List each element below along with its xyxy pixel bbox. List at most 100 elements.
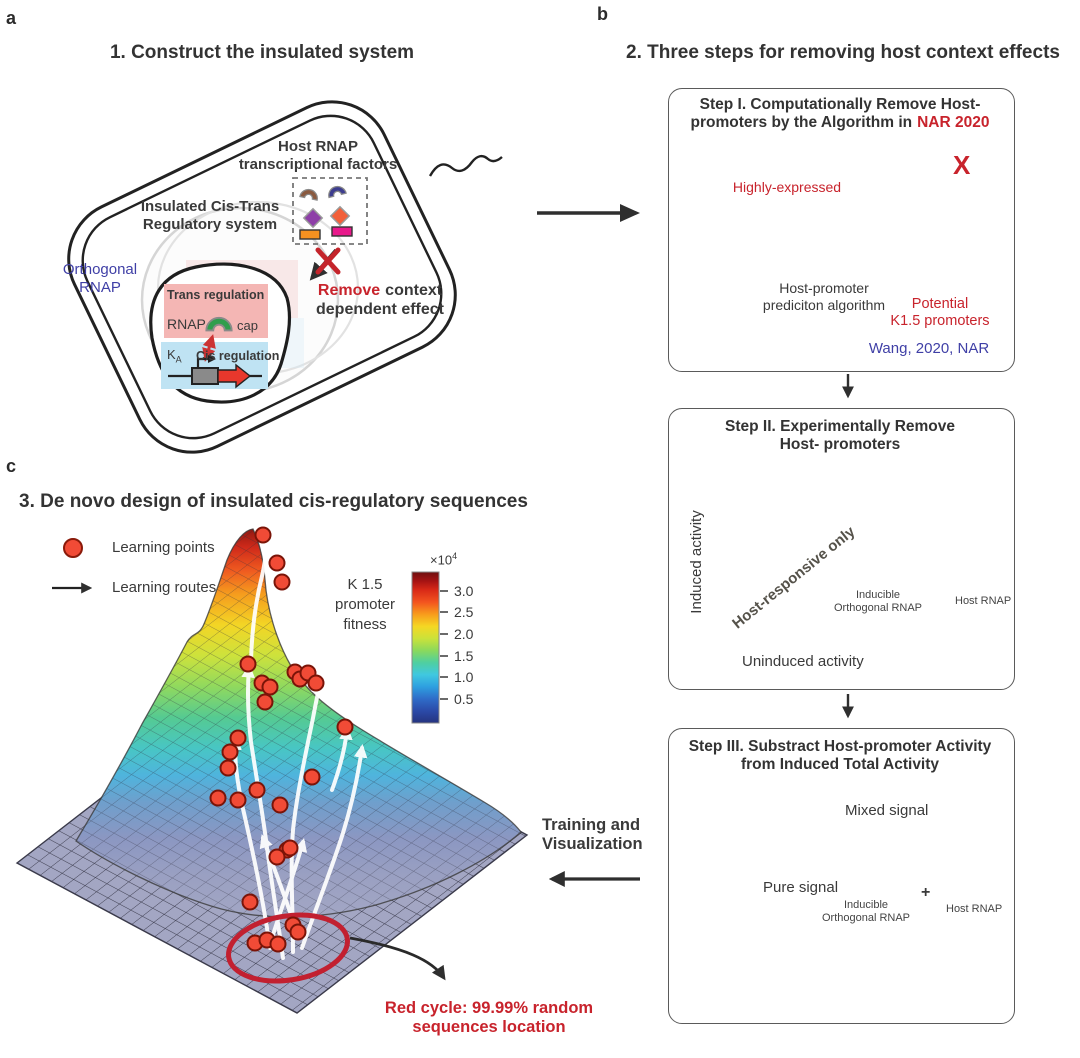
orthogonal-line2: RNAP bbox=[79, 278, 121, 296]
highly-expressed-label: Highly-expressed bbox=[732, 179, 842, 195]
cis-regulation-label: Cis regulation bbox=[196, 349, 280, 363]
tf-orange-diamond-icon bbox=[329, 205, 351, 227]
remove-rest: context bbox=[385, 282, 443, 299]
inducible-line1: Inducible bbox=[855, 589, 901, 601]
excluded-x-mark: X bbox=[953, 150, 971, 180]
inducible-line2: Orthogonal RNAP bbox=[821, 911, 911, 924]
cap-label: cap bbox=[237, 318, 258, 333]
trans-regulation-label: Trans regulation bbox=[167, 288, 265, 302]
plus-sign: + bbox=[921, 884, 931, 901]
host-tf-line1: Host RNAP bbox=[277, 138, 358, 155]
step1-title-line2: promoters by the Algorithm in bbox=[690, 114, 913, 132]
host-tf-label: Host RNAP transcriptional factors bbox=[239, 138, 397, 173]
step2-box bbox=[668, 408, 1015, 690]
potential-promoters-label: Potential K1.5 promoters bbox=[890, 296, 989, 330]
rnap-label: RNAP bbox=[167, 316, 206, 332]
training-visualization-label: Training and Visualization bbox=[542, 816, 643, 855]
cis-trans-coupling-arrow bbox=[202, 334, 216, 362]
random-sequences-annotation: Red cycle: 99.99% random sequences locat… bbox=[385, 999, 593, 1038]
colorbar-exp-base: ×10 bbox=[430, 552, 453, 568]
panel-c-label: c bbox=[6, 456, 17, 476]
tf-magenta-rect-icon bbox=[331, 226, 353, 237]
training-line2: Visualization bbox=[542, 835, 643, 854]
host-tf-dashed-box bbox=[292, 177, 368, 245]
annotation-line1: Red cycle: 99.99% random bbox=[384, 999, 594, 1017]
remove-line2: dependent effect bbox=[315, 300, 445, 318]
step3-host-rnap-label: Host RNAP bbox=[946, 903, 1003, 915]
random-sequences-ellipse bbox=[226, 912, 350, 984]
orthogonal-rnap-label: Orthogonal RNAP bbox=[63, 261, 137, 296]
potential-line1: Potential bbox=[911, 296, 969, 312]
training-line1: Training and bbox=[542, 816, 641, 834]
panel-c-title: 3. De novo design of insulated cis-regul… bbox=[19, 491, 528, 512]
colorbar-tick: 3.0 bbox=[454, 583, 474, 599]
step2-inducible-label: Inducible Orthogonal RNAP bbox=[834, 589, 922, 615]
learning-routes bbox=[228, 536, 368, 960]
step2-title-line1: Step II. Experimentally Remove bbox=[724, 418, 956, 435]
orthogonal-line1: Orthogonal bbox=[62, 261, 138, 278]
colorbar-tick: 2.5 bbox=[454, 604, 474, 620]
step1-box bbox=[668, 88, 1015, 372]
step3-title-line1: Step III. Substract Host-promoter Activi… bbox=[688, 738, 992, 755]
insulated-line1: Insulated Cis-Trans bbox=[140, 198, 280, 215]
red-x-icon bbox=[315, 247, 341, 275]
colorbar bbox=[411, 571, 448, 724]
panel-a-title: 1. Construct the insulated system bbox=[109, 42, 415, 63]
colorbar-exp-sup: 4 bbox=[452, 551, 458, 561]
step2-title-line2: Host- promoters bbox=[779, 436, 901, 454]
legend-artwork bbox=[52, 538, 93, 594]
panel-b-title: 2. Three steps for removing host context… bbox=[626, 42, 1060, 63]
algorithm-line2: prediciton algorithm bbox=[762, 296, 886, 313]
learning-points bbox=[209, 526, 354, 953]
algorithm-label: Host-promoter prediciton algorithm bbox=[763, 280, 885, 313]
colorbar-exponent: ×104 bbox=[430, 551, 457, 568]
step2-y-axis-label: Induced activity bbox=[688, 510, 706, 614]
mixed-signal-label: Mixed signal bbox=[845, 802, 929, 819]
step3-inducible-label: Inducible Orthogonal RNAP bbox=[822, 899, 910, 925]
remove-context-label: Remove context dependent effect bbox=[316, 282, 444, 320]
step1-title-line1: Step I. Computationally Remove Host- bbox=[699, 96, 981, 113]
ka-main: K bbox=[167, 347, 176, 362]
tf-orange-rect-icon bbox=[299, 229, 321, 240]
colorbar-title-line2: promoter bbox=[334, 595, 396, 613]
colorbar-tick: 2.0 bbox=[454, 626, 474, 642]
potential-line2: K1.5 promoters bbox=[890, 313, 990, 330]
pure-signal-label: Pure signal bbox=[763, 879, 839, 896]
insulated-line2: Regulatory system bbox=[142, 215, 278, 233]
legend-routes-label: Learning routes bbox=[112, 579, 217, 596]
step1-title: Step I. Computationally Remove Host- pro… bbox=[691, 96, 990, 133]
step2-host-rnap-label: Host RNAP bbox=[955, 595, 1012, 607]
annotation-line2: sequences location bbox=[412, 1018, 566, 1037]
panel-a-to-b-arrow bbox=[537, 204, 640, 222]
ka-label: KA bbox=[167, 347, 182, 365]
reporter-gene-icon bbox=[168, 355, 262, 389]
inducible-line1: Inducible bbox=[843, 899, 889, 911]
inducible-line2: Orthogonal RNAP bbox=[833, 601, 923, 614]
flagellum bbox=[428, 154, 503, 177]
host-tf-line2: transcriptional factors bbox=[238, 155, 398, 173]
step3-box bbox=[668, 728, 1015, 1024]
colorbar-tick: 1.5 bbox=[454, 648, 474, 664]
citation-label: Wang, 2020, NAR bbox=[868, 340, 990, 357]
colorbar-title-line1: K 1.5 bbox=[347, 576, 383, 593]
learning-point-icon bbox=[63, 538, 83, 558]
panel-a-label: a bbox=[6, 8, 17, 28]
colorbar-title: K 1.5 promoter fitness bbox=[335, 575, 395, 634]
insulated-system-blob bbox=[149, 262, 292, 404]
fitness-landscape-plot bbox=[15, 526, 529, 1014]
colorbar-title-line3: fitness bbox=[343, 615, 387, 633]
step1-title-highlight: NAR 2020 bbox=[917, 114, 990, 132]
algorithm-line1: Host-promoter bbox=[779, 280, 869, 296]
trans-regulation-box bbox=[164, 284, 268, 338]
step2-title: Step II. Experimentally Remove Host- pro… bbox=[725, 418, 955, 455]
step2-x-axis-label: Uninduced activity bbox=[742, 653, 864, 670]
ka-sub: A bbox=[175, 354, 182, 365]
annotation-curved-arrow bbox=[349, 936, 446, 981]
colorbar-tick: 1.0 bbox=[454, 669, 474, 685]
remove-context-arrow bbox=[309, 247, 341, 281]
tf-purple-diamond-icon bbox=[302, 207, 324, 229]
legend-points-label: Learning points bbox=[112, 539, 215, 556]
colorbar-tick: 0.5 bbox=[454, 691, 474, 707]
insulated-system-label: Insulated Cis-Trans Regulatory system bbox=[141, 198, 279, 233]
